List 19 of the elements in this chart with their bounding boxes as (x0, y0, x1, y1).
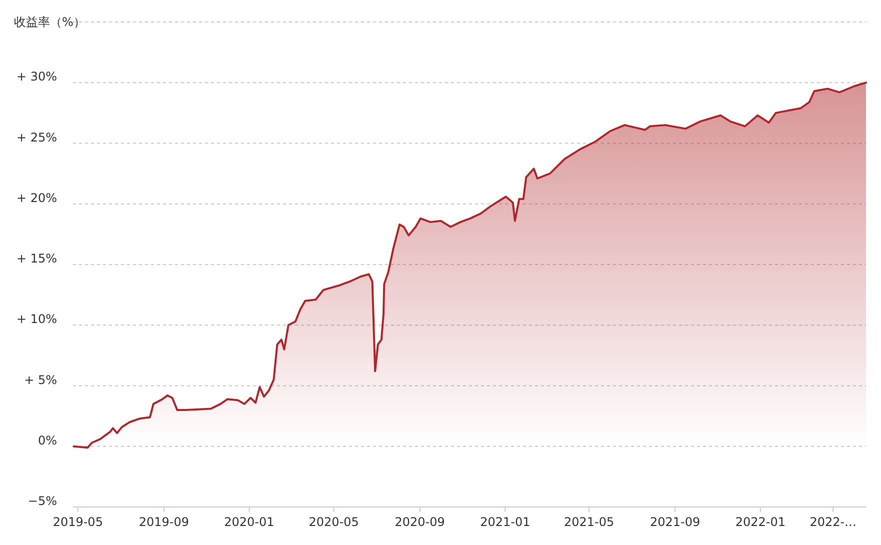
y-tick-label: −5% (28, 494, 57, 508)
x-tick-label: 2020-01 (224, 515, 274, 529)
x-tick-label: 2020-05 (308, 515, 359, 529)
x-tick-label: 2022-… (810, 515, 857, 529)
x-tick-label: 2019-09 (138, 515, 189, 529)
y-tick-label: + 15% (16, 252, 57, 266)
x-tick-label: 2021-09 (650, 515, 700, 529)
x-tick-label: 2019-05 (52, 515, 103, 529)
y-tick-label: + 30% (16, 70, 57, 84)
y-tick-label: + 5% (24, 372, 57, 387)
x-tick-label: 2020-09 (394, 515, 445, 529)
y-axis-title: 收益率（%） (14, 15, 86, 29)
y-tick-label: 0% (38, 433, 57, 448)
x-tick-label: 2022-01 (735, 515, 786, 529)
y-tick-label: + 20% (16, 190, 57, 205)
x-tick-label: 2021-01 (480, 515, 530, 529)
y-tick-label: + 25% (16, 130, 57, 144)
x-tick-label: 2021-05 (564, 515, 614, 529)
y-tick-label: + 10% (16, 312, 57, 326)
